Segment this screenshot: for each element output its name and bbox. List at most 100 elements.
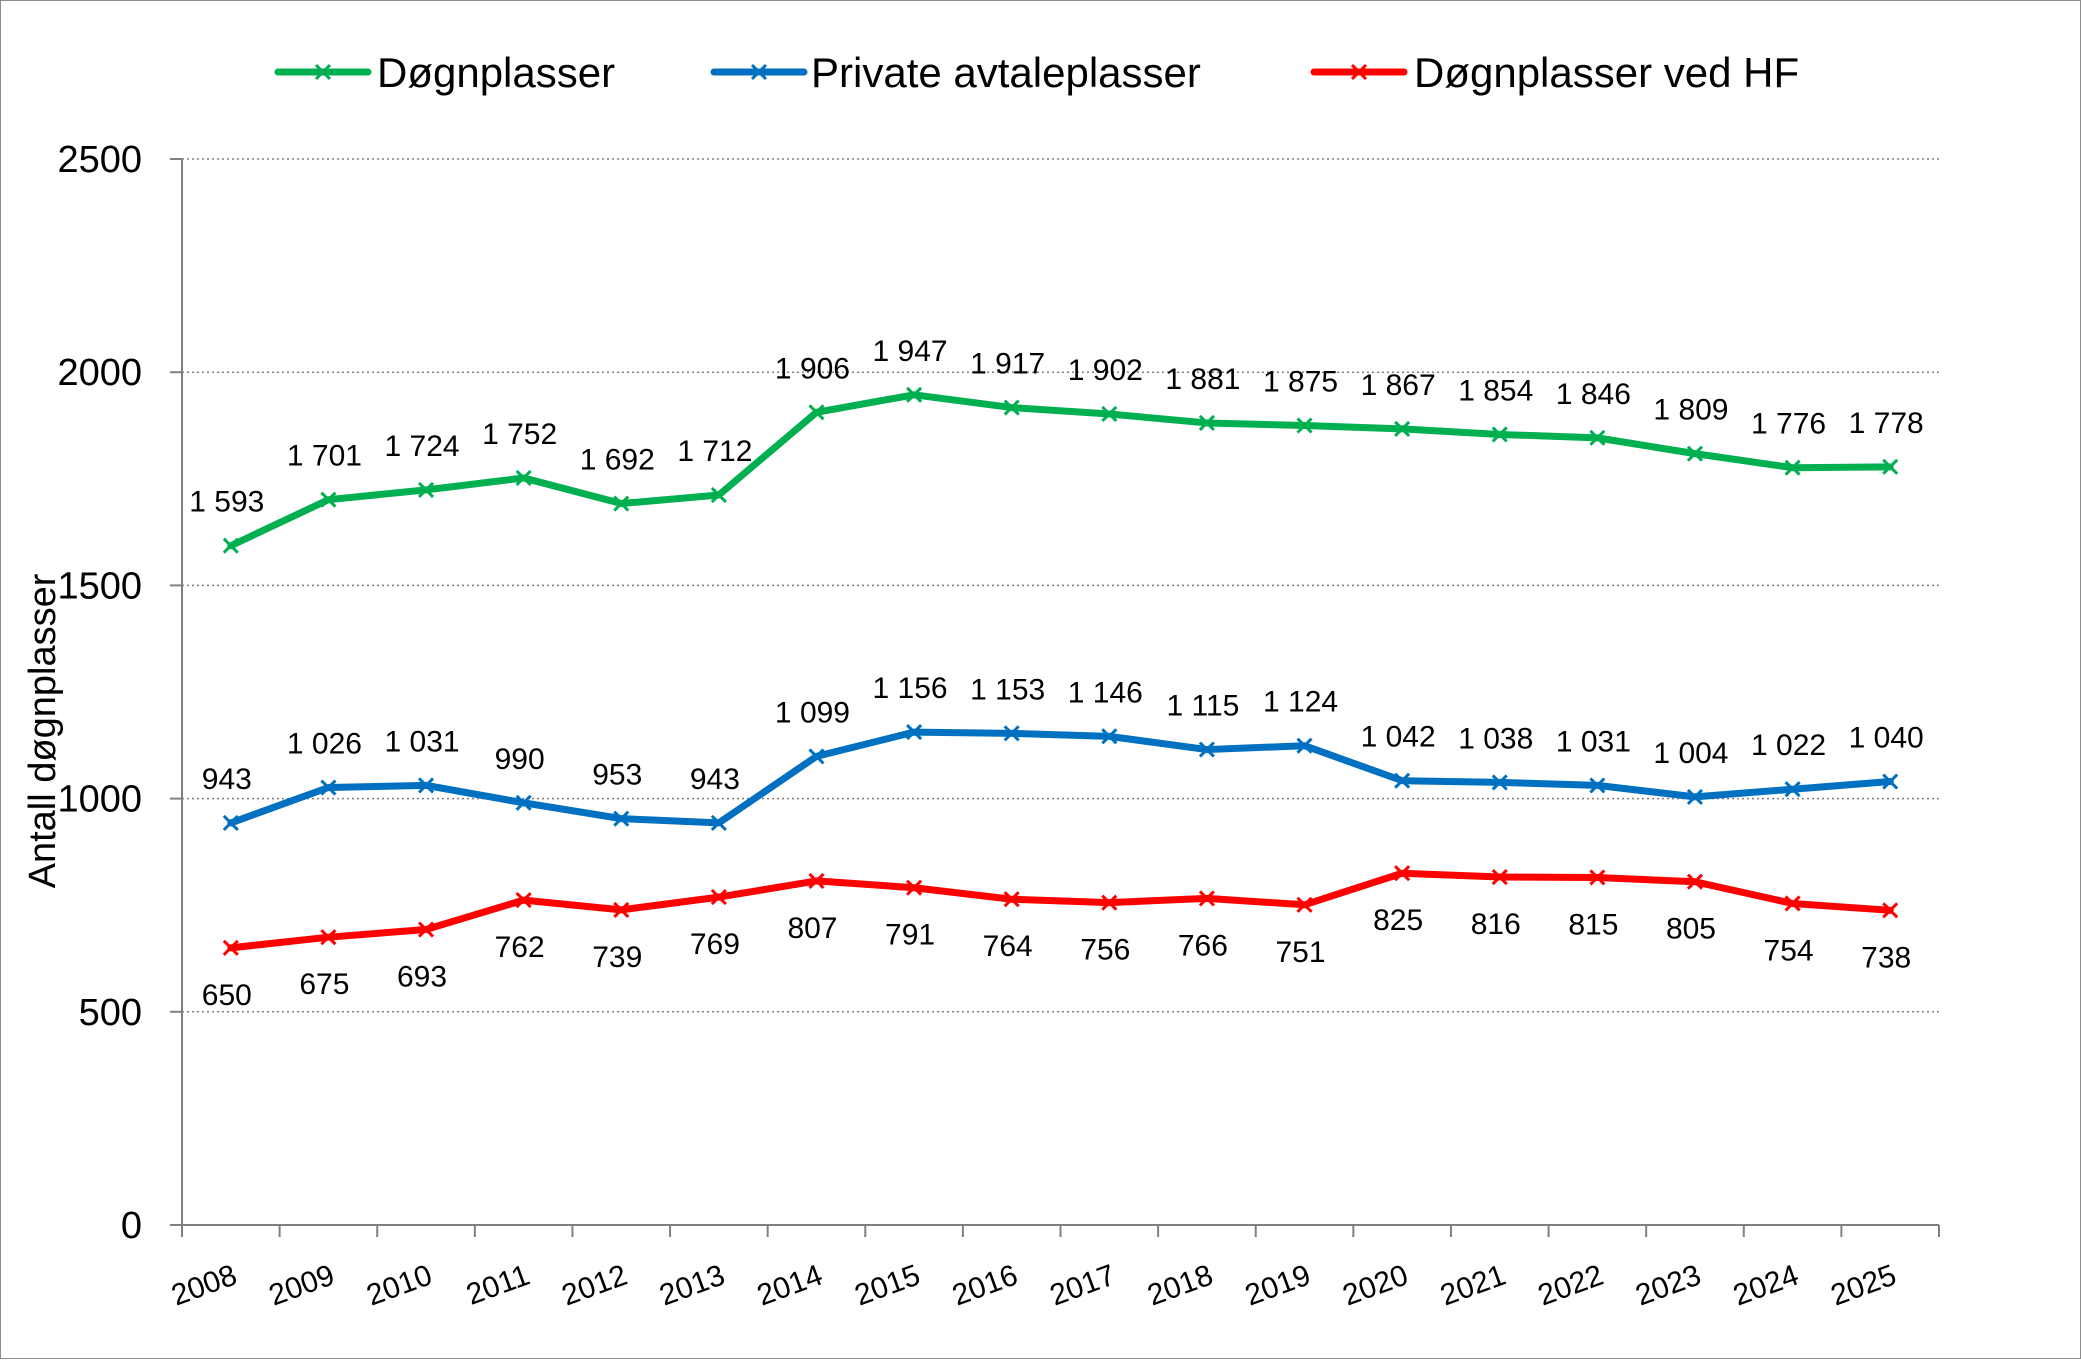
- data-label-2-15: 805: [1666, 913, 1716, 946]
- data-label-2-0: 650: [202, 979, 252, 1012]
- data-point-2-12: [1394, 865, 1411, 882]
- data-label-2-17: 738: [1861, 941, 1911, 974]
- data-label-1-4: 953: [592, 759, 642, 792]
- data-label-2-13: 816: [1471, 908, 1521, 941]
- data-label-0-6: 1 906: [775, 352, 850, 385]
- data-label-0-0: 1 593: [189, 486, 264, 519]
- data-label-1-17: 1 040: [1849, 722, 1924, 755]
- axes: 0 500 1000 1500 2000 2500 2008 2009 2010 2011 2012…: [57, 139, 1940, 1313]
- data-point-1-14: [1589, 777, 1606, 794]
- data-point-2-1: [320, 929, 337, 946]
- y-axis-title: Antall døgnplasser: [22, 573, 64, 888]
- data-label-2-16: 754: [1764, 934, 1814, 967]
- data-label-1-5: 943: [690, 763, 740, 796]
- data-point-2-17: [1882, 902, 1899, 919]
- data-point-1-17: [1882, 773, 1899, 790]
- y-tick-label: 1500: [57, 565, 142, 607]
- data-label-1-9: 1 146: [1068, 676, 1143, 709]
- x-tick-label-2024: 2024: [1729, 1259, 1803, 1313]
- data-point-1-15: [1686, 788, 1704, 805]
- data-label-1-11: 1 124: [1263, 686, 1338, 719]
- data-point-0-15: [1686, 445, 1704, 462]
- legend: Døgnplasser Private avtaleplasser Døgnplas…: [274, 49, 1799, 96]
- data-label-0-3: 1 752: [482, 418, 557, 451]
- data-point-0-2: [417, 481, 435, 498]
- data-label-2-12: 825: [1373, 904, 1423, 937]
- data-label-2-5: 769: [690, 928, 740, 961]
- data-label-0-2: 1 724: [384, 430, 459, 463]
- data-point-0-5: [710, 486, 727, 504]
- data-point-1-12: [1394, 772, 1411, 789]
- data-point-2-14: [1589, 869, 1606, 886]
- x-tick-label-2009: 2009: [265, 1259, 339, 1313]
- data-point-1-2: [417, 777, 435, 794]
- data-label-0-16: 1 776: [1751, 408, 1826, 441]
- y-tick-label: 0: [121, 1205, 142, 1247]
- data-point-0-0: [222, 537, 239, 554]
- data-point-0-11: [1296, 417, 1313, 434]
- data-label-1-2: 1 031: [384, 725, 459, 758]
- x-tick-label-2016: 2016: [948, 1259, 1022, 1313]
- data-point-1-7: [906, 724, 923, 741]
- data-label-0-13: 1 854: [1458, 374, 1533, 407]
- series-line-2: [227, 869, 1894, 952]
- data-label-0-17: 1 778: [1849, 407, 1924, 440]
- data-point-1-8: [1003, 725, 1020, 742]
- data-point-1-16: [1784, 781, 1801, 798]
- data-label-0-8: 1 917: [970, 348, 1045, 381]
- data-point-0-16: [1784, 459, 1801, 476]
- data-point-2-3: [515, 892, 532, 909]
- legend-marker-2: [1350, 63, 1368, 81]
- data-label-2-11: 751: [1275, 936, 1325, 969]
- data-point-0-14: [1589, 429, 1606, 446]
- x-tick-label-2011: 2011: [462, 1259, 534, 1312]
- data-label-0-11: 1 875: [1263, 366, 1338, 399]
- data-point-2-8: [1003, 891, 1020, 908]
- data-labels: 1 593 1 701 1 724 1 752 1 692 1 712 1 906 1 947…: [189, 335, 1923, 1012]
- legend-label-2: Døgnplasser ved HF: [1414, 49, 1799, 96]
- data-point-0-4: [613, 495, 630, 512]
- y-tick-label: 2000: [57, 352, 142, 394]
- x-tick-label-2021: 2021: [1436, 1259, 1510, 1313]
- x-tick-label-2023: 2023: [1631, 1259, 1705, 1313]
- x-tick-label-2015: 2015: [850, 1259, 924, 1313]
- legend-label-1: Private avtaleplasser: [811, 49, 1201, 96]
- data-label-2-10: 766: [1178, 929, 1228, 962]
- data-point-0-1: [320, 491, 337, 508]
- data-point-1-11: [1296, 737, 1313, 754]
- data-point-0-10: [1198, 414, 1215, 432]
- data-point-1-9: [1101, 728, 1118, 745]
- legend-item-0: Døgnplasser: [274, 49, 615, 96]
- y-tick-label: 2500: [57, 139, 142, 181]
- data-label-2-6: 807: [787, 912, 837, 945]
- data-point-0-13: [1491, 426, 1508, 443]
- data-label-2-14: 815: [1568, 908, 1618, 941]
- x-tick-label-2010: 2010: [362, 1259, 436, 1313]
- data-point-0-12: [1394, 420, 1411, 437]
- data-label-2-8: 764: [983, 930, 1033, 963]
- data-point-2-0: [222, 939, 239, 956]
- data-label-0-14: 1 846: [1556, 378, 1631, 411]
- legend-item-1: Private avtaleplasser: [710, 49, 1201, 96]
- data-point-0-9: [1101, 405, 1118, 423]
- data-point-1-6: [808, 748, 825, 765]
- data-point-1-4: [613, 810, 630, 827]
- data-label-1-16: 1 022: [1751, 729, 1826, 762]
- data-label-2-9: 756: [1080, 934, 1130, 967]
- data-label-1-13: 1 038: [1458, 722, 1533, 755]
- data-point-2-7: [906, 879, 923, 896]
- x-tick-label-2013: 2013: [655, 1259, 729, 1313]
- data-label-2-4: 739: [592, 941, 642, 974]
- data-point-0-3: [515, 469, 532, 487]
- series-line-1: [227, 728, 1894, 827]
- data-point-2-2: [417, 921, 435, 938]
- x-tick-label-2012: 2012: [558, 1259, 632, 1313]
- data-point-0-7: [906, 386, 923, 403]
- data-label-1-6: 1 099: [775, 696, 850, 729]
- data-label-1-3: 990: [495, 743, 545, 776]
- data-point-2-9: [1101, 894, 1118, 911]
- data-point-1-5: [710, 814, 727, 831]
- legend-marker-0: [314, 63, 332, 81]
- data-label-2-1: 675: [299, 968, 349, 1001]
